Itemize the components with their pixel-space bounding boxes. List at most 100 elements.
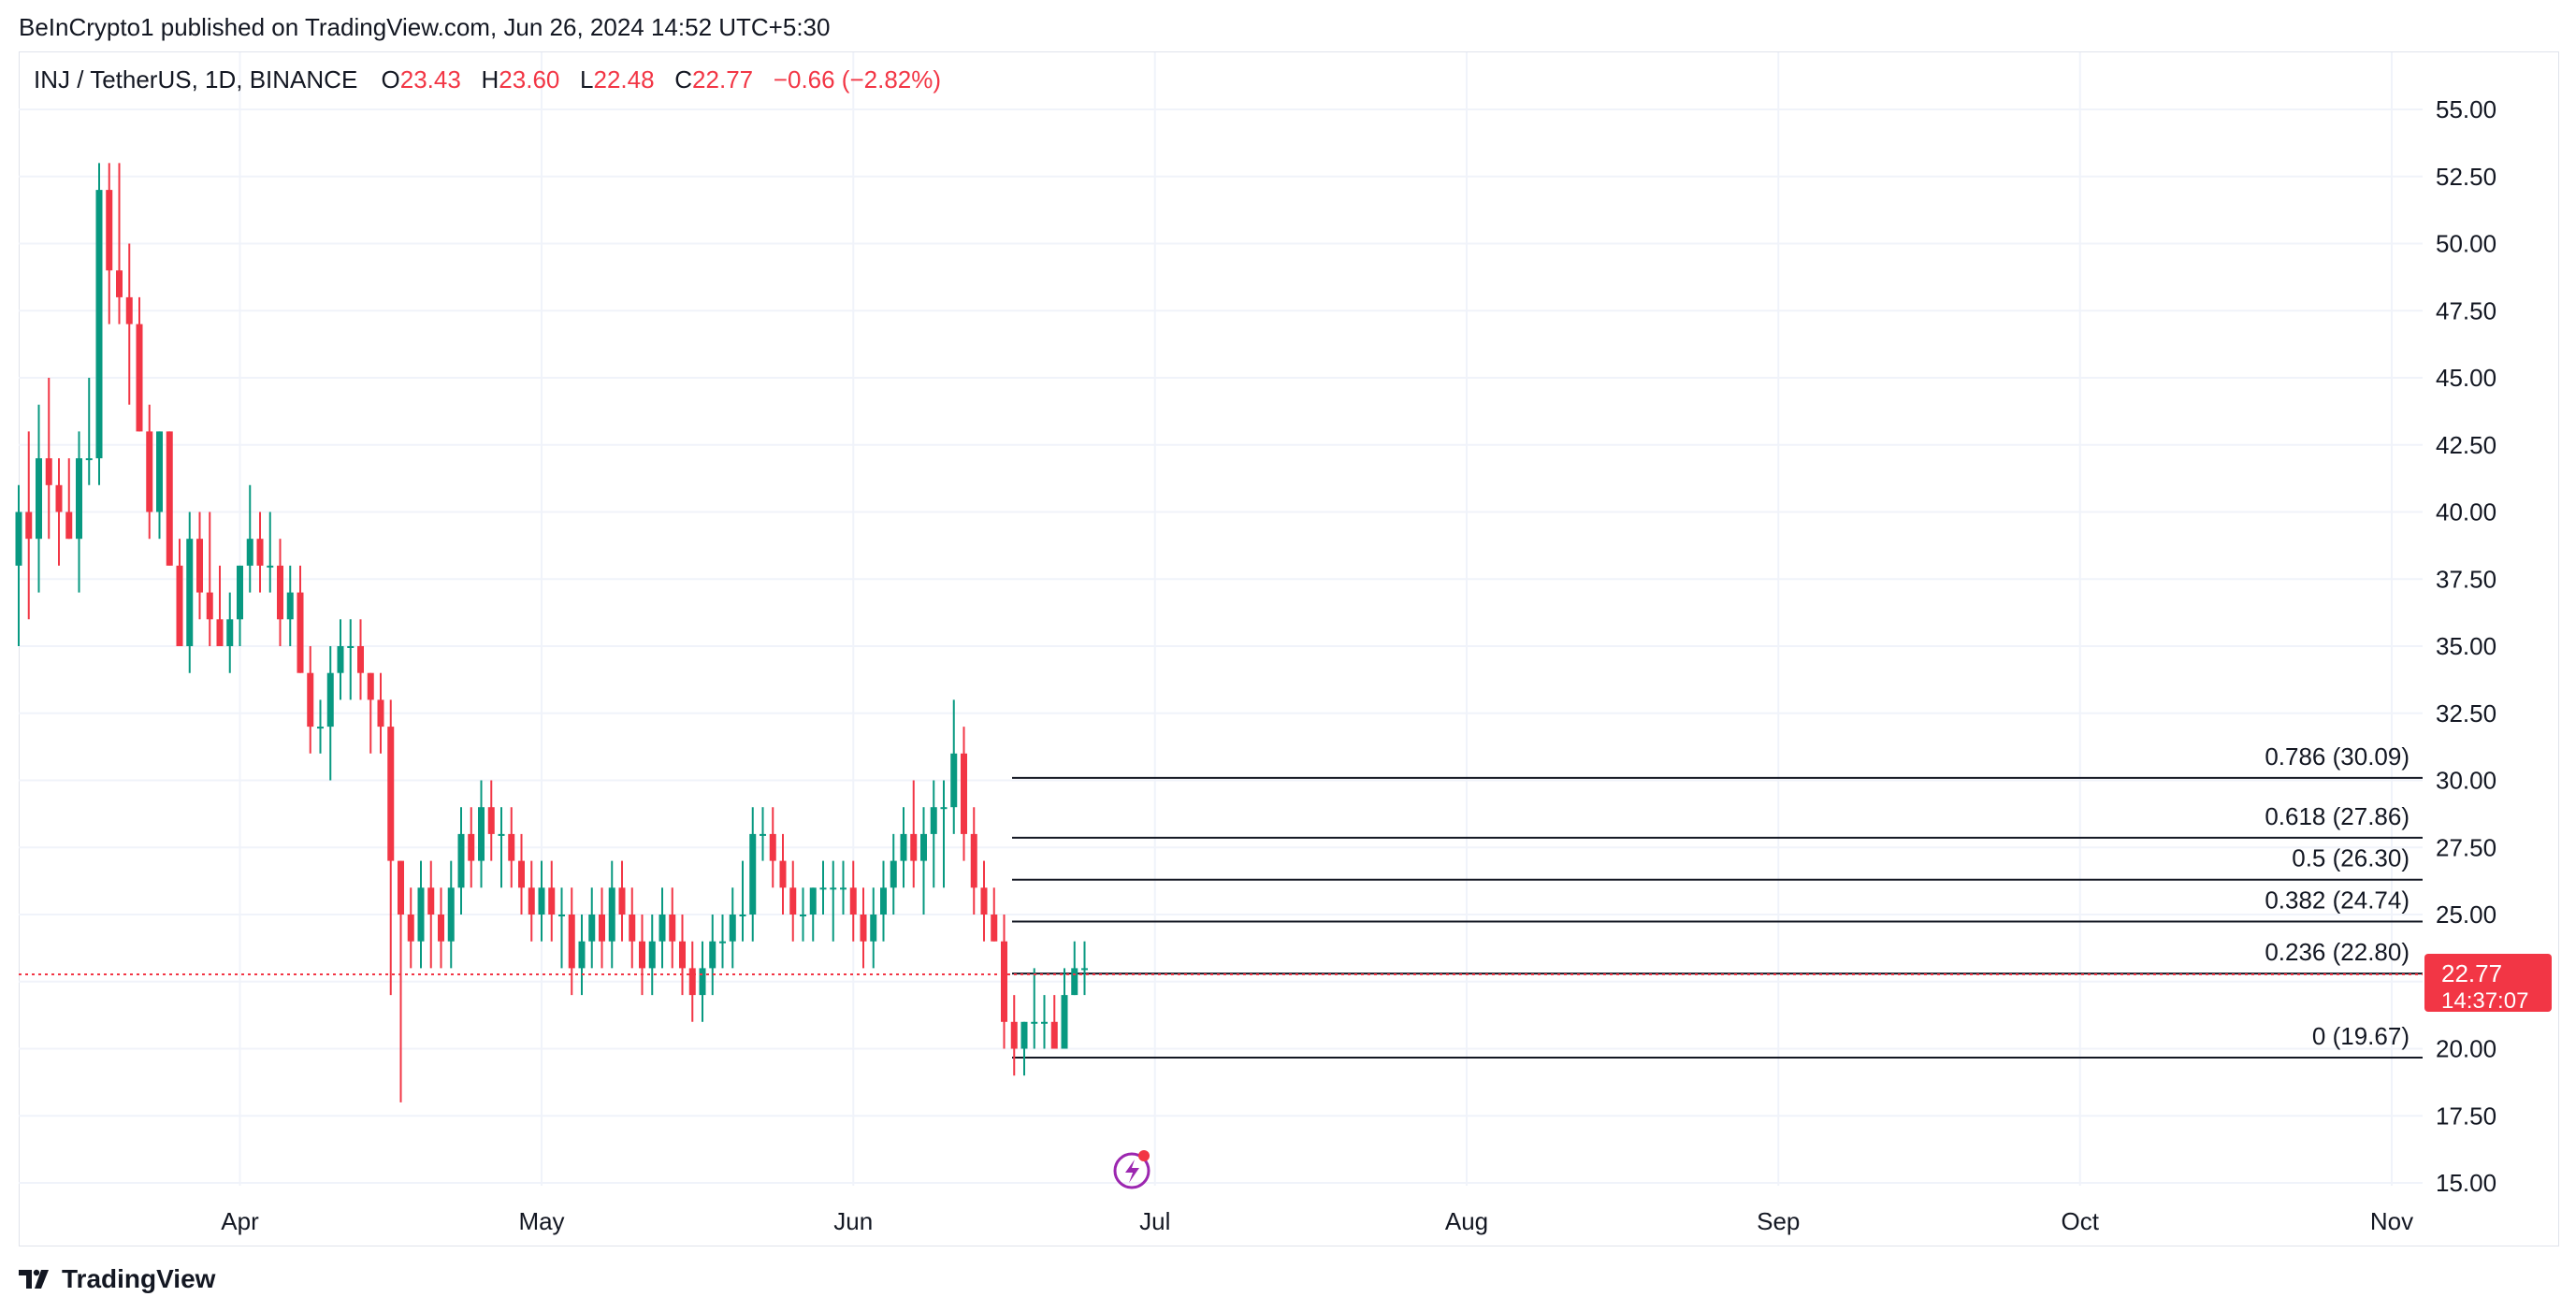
candle-body: [980, 887, 988, 915]
candle-body: [900, 833, 907, 861]
low-label: L: [580, 65, 594, 94]
symbol-label[interactable]: INJ / TetherUS, 1D, BINANCE: [34, 65, 358, 94]
candle-body: [920, 833, 927, 861]
event-icon: [1113, 1150, 1151, 1189]
candle-body: [487, 807, 495, 834]
candle-body: [125, 296, 133, 324]
candle-body: [15, 511, 22, 566]
candle-body: [106, 190, 113, 271]
candle-body: [930, 807, 937, 834]
x-tick-label: Sep: [1757, 1207, 1800, 1235]
candle-body: [508, 833, 515, 861]
x-tick-label: Jul: [1139, 1207, 1170, 1235]
candle-body: [277, 565, 283, 620]
candle-body: [1041, 1021, 1048, 1024]
candle-body: [950, 753, 958, 808]
candle-body: [347, 646, 355, 648]
y-tick-label: 40.00: [2436, 498, 2496, 526]
candle-body: [658, 915, 666, 942]
candle-body: [85, 458, 93, 461]
tradingview-logo-icon[interactable]: [19, 1268, 52, 1290]
candle-body: [267, 565, 274, 568]
candle-body: [719, 941, 726, 944]
candle-body: [256, 539, 264, 566]
candle-body: [518, 860, 525, 888]
candle-body: [558, 915, 565, 916]
y-tick-label: 55.00: [2436, 95, 2496, 123]
candle-body: [1050, 1021, 1058, 1049]
candle-body: [196, 539, 203, 593]
candle-body: [1081, 968, 1088, 971]
candle-body: [890, 860, 897, 888]
y-tick-label: 42.50: [2436, 431, 2496, 459]
candle-body: [337, 646, 344, 673]
candle-body: [608, 887, 615, 942]
candle-body: [940, 807, 948, 810]
chart-frame: [19, 51, 2559, 1246]
candle-body: [226, 619, 234, 646]
candle-body: [186, 539, 194, 646]
candle-body: [809, 887, 817, 915]
candle-body: [377, 699, 384, 728]
candlestick-series: [15, 163, 2423, 1189]
candle-body: [679, 941, 686, 969]
x-tick-label: Apr: [221, 1207, 259, 1235]
fib-level-label: 0.618 (27.86): [2265, 802, 2410, 830]
y-tick-label: 50.00: [2436, 230, 2496, 258]
fib-level-label: 0.5 (26.30): [2292, 844, 2410, 872]
candle-body: [538, 887, 545, 915]
grid-layer: [19, 52, 2423, 1186]
event-circle: [1113, 1152, 1151, 1189]
candle-body: [246, 539, 253, 566]
y-tick-label: 25.00: [2436, 900, 2496, 929]
candle-body: [739, 915, 746, 916]
price-tag-countdown: 14:37:07: [2441, 988, 2528, 1014]
open-value: 23.43: [399, 65, 461, 94]
candle-body: [237, 565, 243, 620]
candle-body: [760, 833, 766, 836]
candle-body: [860, 915, 867, 942]
candle-body: [317, 727, 324, 729]
candle-body: [166, 431, 173, 566]
y-tick-label: 30.00: [2436, 767, 2496, 795]
candle-body: [176, 565, 183, 646]
candle-body: [599, 915, 605, 942]
candle-body: [578, 941, 586, 969]
candle-body: [55, 484, 63, 512]
candle-body: [709, 941, 716, 969]
candle-body: [438, 915, 444, 942]
y-tick-label: 17.50: [2436, 1102, 2496, 1130]
candle-body: [367, 672, 374, 700]
candle-body: [800, 915, 806, 916]
x-tick-label: Nov: [2370, 1207, 2413, 1235]
candle-body: [749, 833, 757, 915]
candle-body: [478, 807, 485, 861]
candle-body: [76, 458, 82, 540]
publish-info: BeInCrypto1 published on TradingView.com…: [19, 13, 831, 41]
candle-body: [45, 458, 52, 485]
candle-body: [699, 968, 706, 996]
axes: 15.0017.5020.0022.5025.0027.5030.0032.50…: [221, 95, 2496, 1235]
candle-body: [648, 941, 656, 969]
candle-body: [688, 968, 696, 996]
tradingview-brand[interactable]: TradingView: [62, 1264, 216, 1293]
candle-body: [468, 833, 475, 861]
change-value: −0.66 (−2.82%): [773, 65, 942, 94]
candle-body: [639, 941, 645, 969]
candle-body: [568, 915, 575, 969]
candle-body: [1061, 995, 1068, 1049]
candle-body: [407, 915, 414, 942]
candle-body: [326, 672, 334, 728]
event-dot: [1138, 1150, 1150, 1161]
candle-body: [307, 672, 314, 728]
candle-body: [910, 833, 918, 861]
candle-body: [870, 915, 877, 942]
candle-body: [528, 887, 535, 915]
x-tick-label: Oct: [2062, 1207, 2100, 1235]
price-tag-value: 22.77: [2441, 959, 2502, 987]
y-tick-label: 27.50: [2436, 833, 2496, 861]
candle-body: [146, 431, 153, 512]
fib-level-label: 0 (19.67): [2312, 1022, 2410, 1050]
candle-body: [297, 592, 304, 673]
